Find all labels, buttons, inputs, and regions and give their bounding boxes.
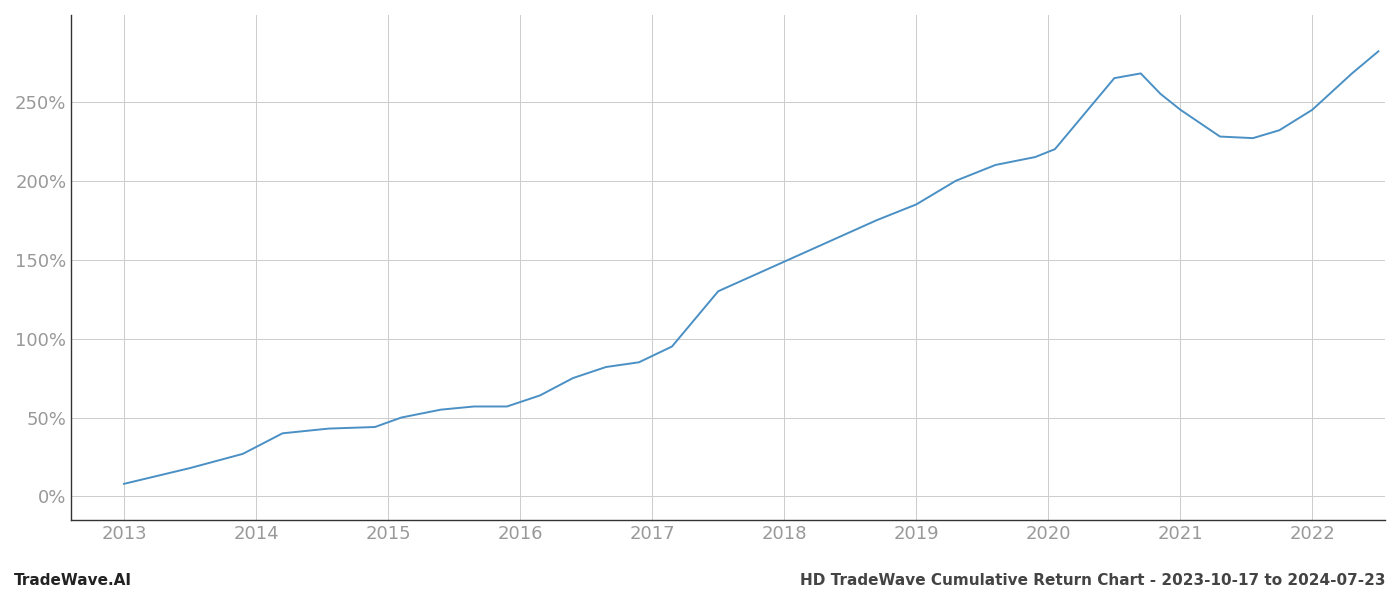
Text: HD TradeWave Cumulative Return Chart - 2023-10-17 to 2024-07-23: HD TradeWave Cumulative Return Chart - 2… [801, 573, 1386, 588]
Text: TradeWave.AI: TradeWave.AI [14, 573, 132, 588]
